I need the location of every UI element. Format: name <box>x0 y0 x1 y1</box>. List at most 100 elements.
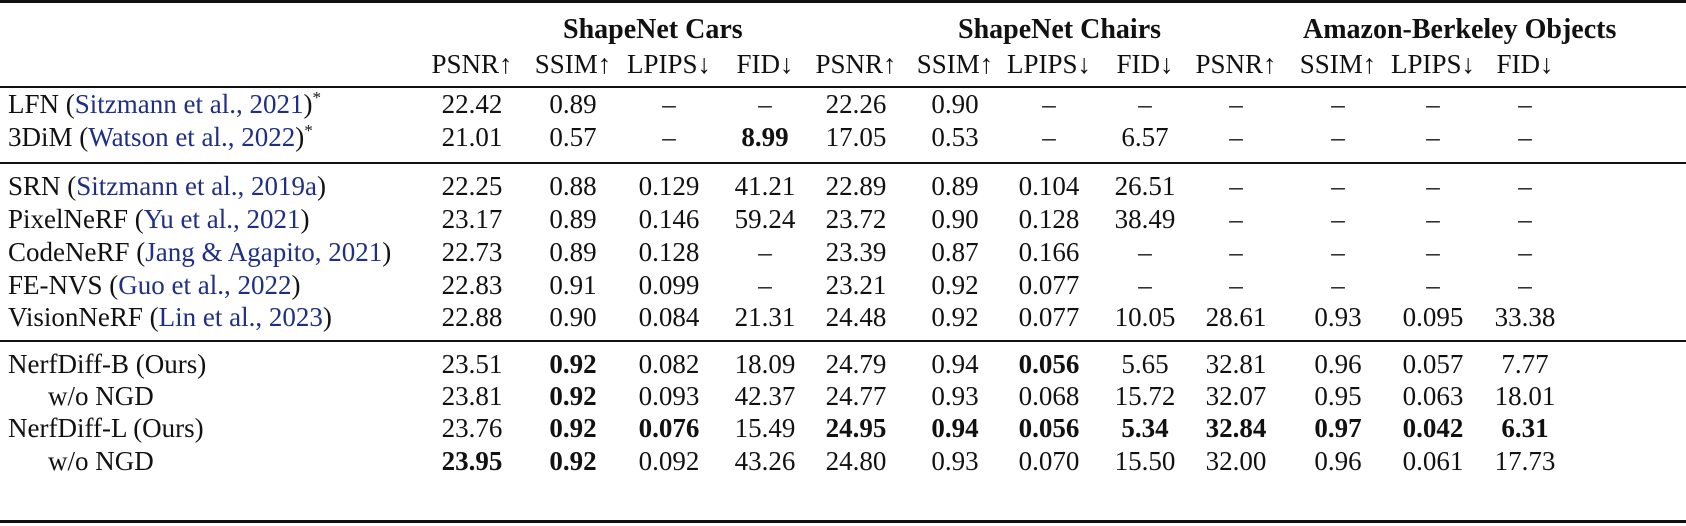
value-cell: – <box>1518 237 1532 267</box>
value-cell: 24.95 <box>825 413 887 443</box>
citation-link[interactable]: Sitzmann et al., 2021 <box>74 89 304 119</box>
method-name-cell: NerfDiff-B (Ours) <box>8 349 206 380</box>
value-cell: 0.92 <box>931 270 979 300</box>
value-cell: 32.84 <box>1205 413 1267 443</box>
value-cell: 0.077 <box>1018 302 1080 332</box>
footnote-marker: * <box>312 88 321 107</box>
value-cell: 0.063 <box>1402 381 1464 411</box>
value-cell: 0.53 <box>931 122 979 152</box>
value-cell: 0.128 <box>638 237 700 267</box>
value-cell: 22.83 <box>441 270 503 300</box>
method-name-suffix: ) <box>322 302 332 332</box>
method-name-cell: FE-NVS (Guo et al., 2022) <box>8 270 301 301</box>
value-cell: 6.57 <box>1121 122 1169 152</box>
value-cell: – <box>1518 122 1532 152</box>
method-name-cell: LFN (Sitzmann et al., 2021)* <box>8 89 321 120</box>
citation-link[interactable]: Yu et al., 2021 <box>143 204 301 234</box>
value-cell: 0.94 <box>931 413 979 443</box>
value-cell: 24.79 <box>825 349 887 379</box>
value-cell: 23.72 <box>825 204 887 234</box>
value-cell: 0.89 <box>549 89 597 119</box>
value-cell: – <box>1518 204 1532 234</box>
method-name-cell: SRN (Sitzmann et al., 2019a) <box>8 171 326 202</box>
value-cell: 0.91 <box>549 270 597 300</box>
method-name-cell: PixelNeRF (Yu et al., 2021) <box>8 204 310 235</box>
value-cell: 22.88 <box>441 302 503 332</box>
value-cell: – <box>758 237 772 267</box>
metric-header-cell: PSNR↑ <box>431 49 513 79</box>
citation-link[interactable]: Guo et al., 2022 <box>118 270 292 300</box>
value-cell: 18.01 <box>1494 381 1556 411</box>
method-name-suffix: ) <box>382 237 392 267</box>
method-name: 3DiM ( <box>8 122 89 152</box>
value-cell: – <box>1331 171 1345 201</box>
value-cell: 0.092 <box>638 446 700 476</box>
value-cell: 5.65 <box>1121 349 1169 379</box>
value-cell: 6.31 <box>1501 413 1549 443</box>
value-cell: 0.070 <box>1018 446 1080 476</box>
method-name-cell: 3DiM (Watson et al., 2022)* <box>8 122 313 153</box>
value-cell: 0.89 <box>549 237 597 267</box>
value-cell: – <box>1229 237 1243 267</box>
table-row: NerfDiff-B (Ours) 23.51 0.92 0.082 18.09 24.7… <box>0 349 1686 384</box>
value-cell: – <box>1229 89 1243 119</box>
method-name-suffix: ) <box>300 204 310 234</box>
value-cell: 23.21 <box>825 270 887 300</box>
metric-header-cell: PSNR↑ <box>815 49 897 79</box>
value-cell: – <box>1518 171 1532 201</box>
value-cell: 22.26 <box>825 89 887 119</box>
method-name: NerfDiff-L (Ours) <box>8 413 204 443</box>
method-name: CodeNeRF ( <box>8 237 146 267</box>
value-cell: 0.056 <box>1018 413 1080 443</box>
value-cell: 8.99 <box>741 122 789 152</box>
value-cell: 0.104 <box>1018 171 1080 201</box>
value-cell: 0.068 <box>1018 381 1080 411</box>
table-row: VisionNeRF (Lin et al., 2023) 22.88 0.90 0.… <box>0 302 1686 337</box>
citation-link[interactable]: Jang & Agapito, 2021 <box>145 237 383 267</box>
header-rule <box>0 86 1686 88</box>
value-cell: – <box>1426 270 1440 300</box>
value-cell: – <box>1518 89 1532 119</box>
value-cell: 0.92 <box>549 349 597 379</box>
value-cell: 0.89 <box>931 171 979 201</box>
metric-header-cell: FID↓ <box>1496 49 1554 79</box>
value-cell: – <box>1229 171 1243 201</box>
table-row: 3DiM (Watson et al., 2022)* 21.01 0.57 – 8.9… <box>0 122 1686 157</box>
value-cell: 22.89 <box>825 171 887 201</box>
value-cell: 22.73 <box>441 237 503 267</box>
value-cell: 0.057 <box>1402 349 1464 379</box>
metric-header-cell: LPIPS↓ <box>626 49 712 79</box>
value-cell: 0.87 <box>931 237 979 267</box>
value-cell: 41.21 <box>734 171 796 201</box>
method-name-suffix: ) <box>316 171 326 201</box>
value-cell: 24.48 <box>825 302 887 332</box>
method-name: w/o NGD <box>48 381 154 411</box>
value-cell: 23.39 <box>825 237 887 267</box>
value-cell: 28.61 <box>1205 302 1267 332</box>
value-cell: – <box>1331 89 1345 119</box>
section-rule-1 <box>0 162 1686 164</box>
group-header-shapenet-chairs: ShapeNet Chairs <box>958 14 1162 45</box>
value-cell: – <box>1229 270 1243 300</box>
value-cell: 33.38 <box>1494 302 1556 332</box>
metric-header-cell: PSNR↑ <box>1195 49 1277 79</box>
metric-header-cell: FID↓ <box>1116 49 1174 79</box>
value-cell: 17.73 <box>1494 446 1556 476</box>
value-cell: 0.128 <box>1018 204 1080 234</box>
value-cell: 0.90 <box>549 302 597 332</box>
value-cell: 0.97 <box>1314 413 1362 443</box>
value-cell: 0.084 <box>638 302 700 332</box>
metric-header-cell: FID↓ <box>736 49 794 79</box>
citation-link[interactable]: Lin et al., 2023 <box>158 302 323 332</box>
table-top-rule <box>0 0 1686 3</box>
value-cell: – <box>662 122 676 152</box>
value-cell: – <box>1331 122 1345 152</box>
citation-link[interactable]: Watson et al., 2022 <box>88 122 296 152</box>
table-row: NerfDiff-L (Ours) 23.76 0.92 0.076 15.49 24.9… <box>0 413 1686 448</box>
value-cell: 0.90 <box>931 89 979 119</box>
value-cell: 0.056 <box>1018 349 1080 379</box>
citation-link[interactable]: Sitzmann et al., 2019a <box>76 171 317 201</box>
method-name: PixelNeRF ( <box>8 204 144 234</box>
table-row: LFN (Sitzmann et al., 2021)* 22.42 0.89 – – 2… <box>0 89 1686 124</box>
